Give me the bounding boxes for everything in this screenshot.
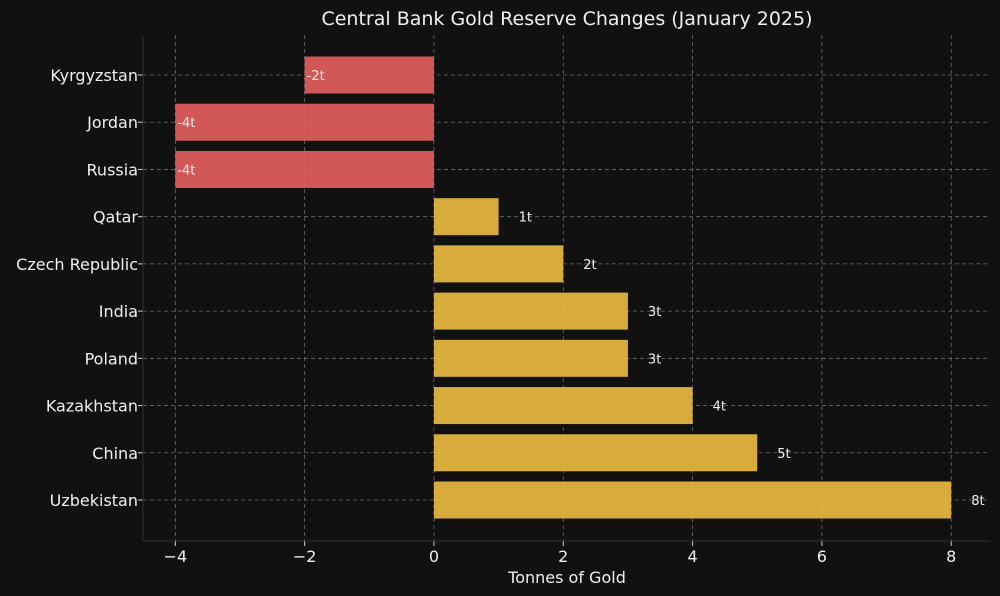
category-label: China	[92, 444, 138, 463]
category-label: Czech Republic	[16, 255, 138, 274]
bar-china	[433, 434, 758, 472]
bar-qatar	[433, 198, 499, 236]
category-label: Jordan	[86, 113, 138, 132]
value-label: 1t	[519, 211, 532, 226]
bar-poland	[433, 339, 628, 377]
bar-jordan	[175, 103, 434, 141]
x-tick-label: −4	[164, 547, 188, 566]
x-tick-label: −2	[293, 547, 317, 566]
x-tick-label: 6	[817, 547, 827, 566]
bar-layer	[175, 56, 952, 519]
value-label: -2t	[307, 69, 325, 84]
x-tick-label: 4	[687, 547, 697, 566]
value-label: 4t	[713, 400, 726, 415]
category-label: Uzbekistan	[50, 491, 138, 510]
bar-kyrgyzstan	[304, 56, 434, 94]
category-label: Poland	[85, 349, 138, 368]
x-tick-label: 8	[946, 547, 956, 566]
label-layer: -2t -4t -4t 1t 2t 3t 3t 4t 5t 8t	[177, 69, 984, 509]
value-label: 3t	[648, 305, 661, 320]
x-tick-label: 2	[558, 547, 568, 566]
bar-kazakhstan	[433, 387, 693, 425]
bar-uzbekistan	[433, 481, 952, 519]
x-tick-label: 0	[429, 547, 439, 566]
value-label: -4t	[177, 163, 195, 178]
axis-layer: −4 −2 0 2 4 6 8 Kyrgyzstan Jordan Russia Qatar Czec…	[16, 35, 990, 566]
bar-india	[433, 292, 628, 330]
bar-czech-republic	[433, 245, 564, 283]
category-label: Qatar	[93, 208, 138, 227]
category-label: Kyrgyzstan	[50, 66, 138, 85]
value-label: 8t	[971, 494, 984, 509]
bar-russia	[175, 150, 434, 188]
value-label: 2t	[583, 258, 596, 273]
chart-title: Central Bank Gold Reserve Changes (Janua…	[321, 8, 812, 30]
value-label: 3t	[648, 352, 661, 367]
x-axis-label: Tonnes of Gold	[507, 568, 626, 587]
category-label: Russia	[87, 160, 138, 179]
value-label: -4t	[177, 116, 195, 131]
value-label: 5t	[777, 447, 790, 462]
category-label: India	[99, 302, 138, 321]
category-label: Kazakhstan	[46, 397, 138, 416]
